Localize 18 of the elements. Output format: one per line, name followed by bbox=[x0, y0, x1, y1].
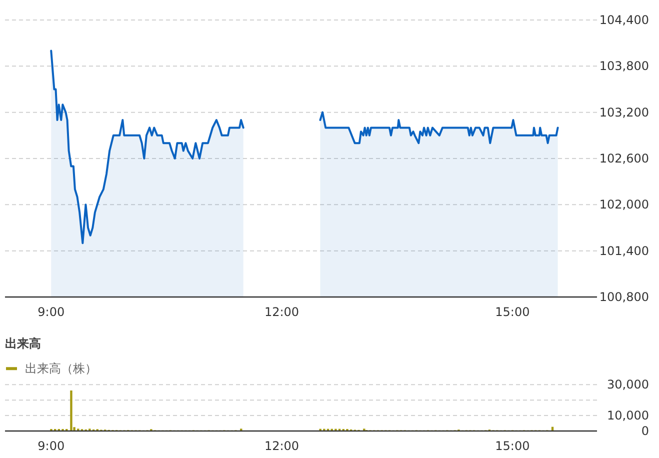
legend-label: 出来高（株） bbox=[25, 362, 97, 376]
y-tick-label: 103,800 bbox=[599, 59, 649, 74]
chart-title: 出来高 bbox=[5, 336, 41, 351]
y-tick-label: 102,000 bbox=[599, 198, 649, 212]
y-tick-label: 30,000 bbox=[607, 378, 649, 392]
y-tick-label: 101,400 bbox=[599, 244, 649, 258]
y-tick-label: 10,000 bbox=[607, 408, 649, 423]
y-tick-label: 104,400 bbox=[599, 13, 649, 27]
x-tick-label: 15:00 bbox=[495, 439, 530, 453]
y-tick-label: 100,800 bbox=[599, 290, 649, 304]
x-tick-label: 12:00 bbox=[264, 439, 300, 453]
x-tick-label: 9:00 bbox=[38, 439, 65, 453]
y-tick-label: 0 bbox=[641, 424, 649, 438]
y-tick-label: 103,200 bbox=[599, 105, 649, 120]
x-tick-label: 15:00 bbox=[495, 305, 530, 319]
y-tick-label: 102,600 bbox=[599, 152, 649, 166]
x-tick-label: 12:00 bbox=[264, 305, 300, 319]
x-tick-label: 9:00 bbox=[38, 305, 65, 319]
